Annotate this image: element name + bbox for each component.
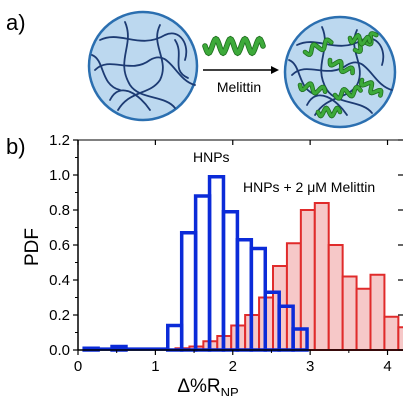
panel-b-label: b) xyxy=(6,134,26,159)
y-tick-label: 1.2 xyxy=(49,132,70,149)
y-tick-label: 0.4 xyxy=(49,272,70,289)
y-tick-label: 0.2 xyxy=(49,307,70,324)
histogram-plot: 0.0 0.2 0.4 0.6 0.8 1.0 1.2 0 1 2 3 4 xyxy=(49,132,403,375)
bar-melittin xyxy=(341,275,358,351)
y-axis-label: PDF xyxy=(22,228,43,266)
x-tick-label: 3 xyxy=(306,358,314,375)
arrow-right-icon xyxy=(203,66,279,74)
bar-hnps xyxy=(179,231,198,352)
legend-label-hnps: HNPs xyxy=(193,149,230,165)
bar-melittin xyxy=(397,326,403,351)
y-tick-label: 0.8 xyxy=(49,202,70,219)
bar-hnps xyxy=(207,175,226,352)
bar-hnps xyxy=(193,194,212,352)
x-axis-label: Δ%RNP xyxy=(177,376,238,396)
panel-a-label: a) xyxy=(6,10,26,35)
bar-melittin xyxy=(383,315,400,351)
melittin-helix-icon xyxy=(202,35,266,57)
x-tick-label: 0 xyxy=(74,358,82,375)
arrow-label: Melittin xyxy=(217,79,261,95)
legend-label-melittin: HNPs + 2 μM Melittin xyxy=(243,179,375,195)
x-tick-label: 1 xyxy=(151,358,159,375)
bar-melittin xyxy=(355,287,372,351)
nanoparticle-icon xyxy=(87,10,199,122)
x-tick-label: 2 xyxy=(229,358,237,375)
y-tick-label: 1.0 xyxy=(49,167,70,184)
bar-hnps xyxy=(166,323,184,352)
bar-melittin xyxy=(369,273,386,351)
bar-melittin xyxy=(313,202,330,351)
nanoparticle-icon xyxy=(283,15,397,129)
y-tick-label: 0.0 xyxy=(49,342,70,359)
bar-melittin xyxy=(327,244,344,351)
y-tick-label: 0.6 xyxy=(49,237,70,254)
x-tick-label: 4 xyxy=(383,358,391,375)
